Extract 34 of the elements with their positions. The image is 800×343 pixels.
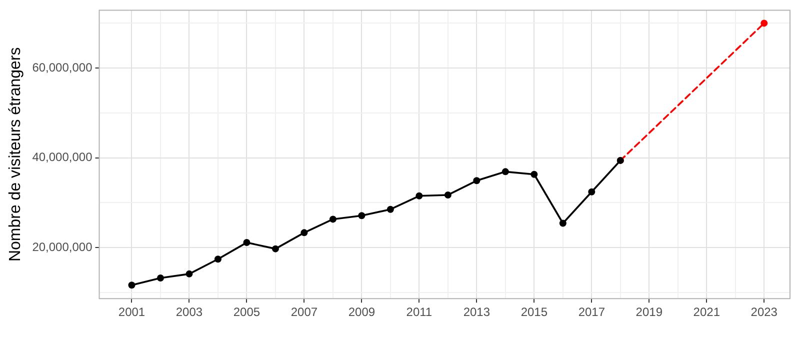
x-tick-label: 2021 (693, 305, 720, 320)
point (128, 282, 136, 289)
x-tick-label: 2003 (176, 305, 203, 320)
y-axis-title: Nombre de visiteurs étrangers (7, 47, 24, 262)
point (559, 220, 566, 227)
x-tick-label: 2005 (233, 305, 260, 320)
point (156, 274, 164, 282)
point (588, 188, 596, 196)
point (272, 245, 279, 252)
point (530, 170, 538, 178)
point (502, 168, 509, 176)
y-tick-label: 40,000,000 (32, 150, 93, 164)
point (214, 256, 222, 263)
x-tick-label: 2015 (520, 305, 548, 320)
x-tick-label: 2017 (578, 305, 606, 320)
point (243, 239, 250, 246)
x-tick-label: 2001 (118, 305, 146, 320)
y-tick-label: 20,000,000 (32, 240, 93, 254)
y-tick-label: 60,000,000 (32, 60, 93, 74)
x-tick-label: 2013 (463, 305, 490, 320)
x-tick-label: 2019 (636, 305, 663, 320)
point (329, 216, 336, 223)
point (300, 229, 308, 236)
point (386, 206, 394, 213)
point (186, 270, 193, 278)
point (473, 177, 480, 184)
point (444, 191, 452, 198)
x-tick-label: 2009 (348, 305, 376, 320)
x-tick-label: 2023 (750, 305, 778, 320)
point (416, 192, 423, 200)
x-tick-label: 2007 (290, 305, 318, 320)
point (358, 212, 366, 220)
point (760, 20, 768, 27)
x-tick-label: 2011 (406, 305, 432, 320)
